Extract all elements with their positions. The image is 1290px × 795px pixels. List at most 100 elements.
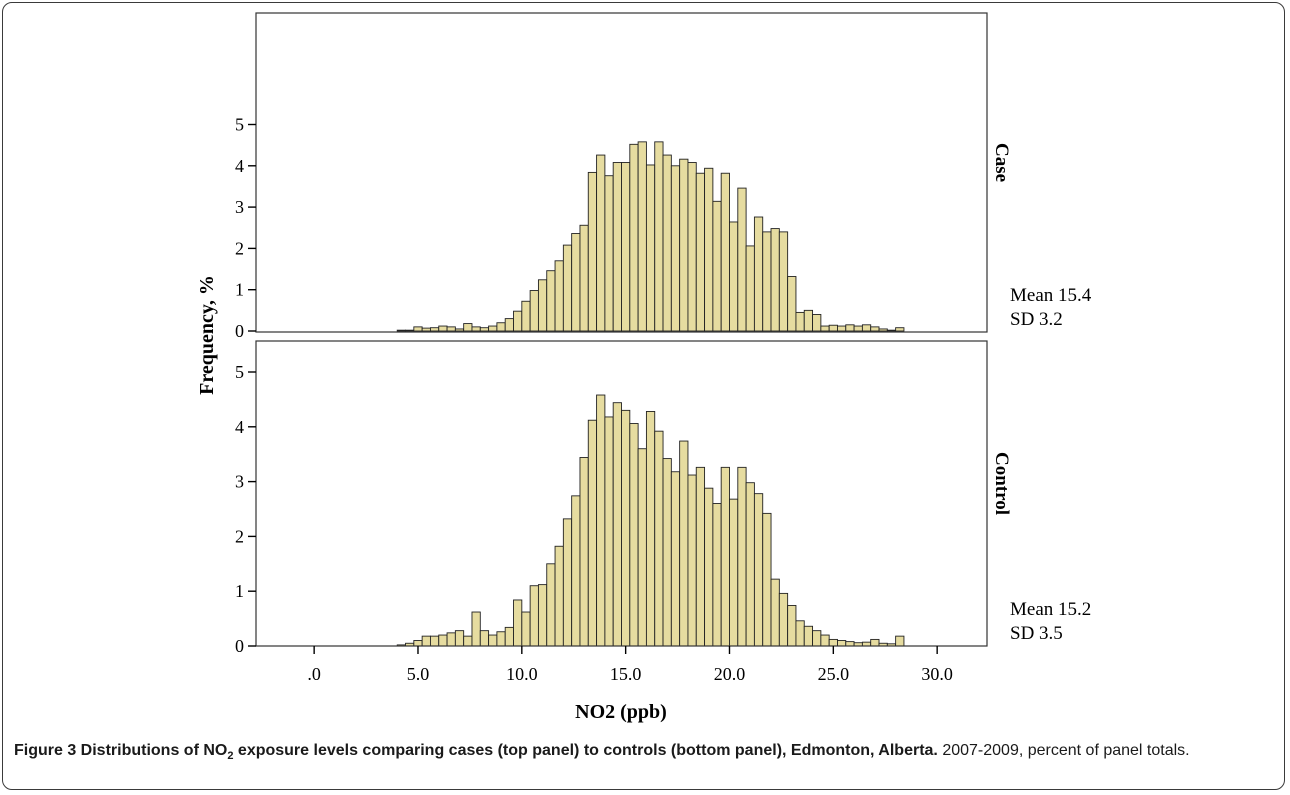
histogram-bar-case [579, 224, 589, 332]
y-tick-label: 5 [235, 115, 244, 135]
histogram-bar-control [521, 611, 531, 647]
histogram-bar-control [828, 638, 838, 647]
histogram-bar-case [878, 328, 888, 332]
histogram-bar-case [895, 327, 905, 332]
bars-layer [396, 141, 905, 647]
histogram-bar-case [621, 162, 631, 332]
histogram-bar-case [488, 325, 498, 332]
histogram-bar-control [870, 638, 880, 647]
caption-normal-text: 2007-2009, percent of panel totals. [937, 742, 1190, 759]
histogram-bar-control [662, 458, 672, 647]
histogram-bar-control [803, 625, 814, 647]
histogram-bar-control [513, 599, 523, 647]
histogram-bar-case [745, 245, 755, 332]
histogram-bar-control [413, 640, 423, 647]
histogram-bar-case [687, 162, 697, 332]
histogram-bar-case [729, 221, 739, 332]
histogram-bar-case [463, 323, 473, 332]
histogram-bar-control [629, 423, 639, 647]
histogram-bar-control [537, 584, 548, 647]
histogram-bar-case [837, 325, 847, 332]
histogram-bar-case [496, 322, 506, 332]
x-tick-label: 30.0 [921, 664, 953, 684]
histogram-bar-case [454, 328, 465, 332]
histogram-bar-control [421, 635, 431, 647]
histogram-bar-case [787, 276, 797, 332]
histogram-bar-control [471, 611, 481, 647]
histogram-bar-control [687, 474, 697, 647]
histogram-bar-case [562, 244, 573, 332]
histogram-bar-case [546, 270, 556, 332]
y-tick-label: 0 [235, 636, 244, 656]
panel-frame-control [255, 340, 988, 647]
histogram-bar-case [695, 172, 706, 332]
y-tick-label: 5 [235, 362, 244, 382]
caption-subscript: 2 [227, 750, 234, 763]
histogram-bar-case [504, 318, 514, 332]
histogram-bar-case [886, 329, 897, 332]
histogram-bar-case [629, 143, 639, 332]
histogram-bar-control [837, 640, 847, 647]
histogram-bar-control [778, 592, 789, 647]
histogram-bar-control [604, 416, 614, 647]
histogram-bar-case [413, 326, 423, 332]
histogram-bar-case [720, 172, 730, 332]
histogram-bar-case [429, 327, 440, 332]
histogram-bar-case [679, 158, 689, 332]
histogram-bar-control [770, 578, 780, 647]
histogram-bar-control [654, 430, 664, 647]
histogram-bar-case [645, 164, 656, 332]
histogram-bar-control [753, 493, 764, 647]
histogram-bar-case [471, 326, 481, 332]
histogram-bar-control [762, 512, 772, 647]
histogram-bar-control [787, 605, 797, 647]
histogram-bar-control [729, 498, 739, 647]
histogram-bar-control [454, 630, 465, 647]
histogram-bar-case [554, 260, 564, 332]
y-tick-label: 3 [235, 197, 244, 217]
y-tick-label: 2 [235, 526, 244, 546]
histogram-bar-case [820, 325, 830, 332]
histogram-bar-case [753, 216, 764, 332]
stats-control-sd: SD 3.5 [1010, 623, 1063, 644]
x-tick-label: 15.0 [610, 664, 642, 684]
caption-bold-suffix: exposure levels comparing cases (top pan… [233, 742, 938, 759]
x-tick-label: 10.0 [506, 664, 538, 684]
caption-bold-prefix: Figure 3 Distributions of NO [14, 742, 228, 759]
histogram-bar-control [479, 630, 490, 647]
histogram-bar-control [596, 394, 606, 647]
stats-case-mean: Mean 15.4 [1010, 285, 1092, 306]
histogram-bar-case [803, 309, 814, 332]
panel-frame-case [255, 12, 988, 333]
histogram-bar-control [637, 448, 647, 647]
histogram-bar-case [596, 154, 606, 332]
histogram-bar-case [762, 231, 772, 332]
histogram-bar-control [621, 409, 631, 647]
histogram-bar-control [612, 402, 622, 647]
histogram-bar-control [463, 635, 473, 647]
y-axis-label: Frequency, % [196, 275, 218, 395]
histogram-bar-control [429, 635, 440, 647]
histogram-bar-case [662, 154, 672, 332]
histogram-bar-control [745, 482, 755, 647]
histogram-bar-case [396, 329, 406, 332]
histogram-bar-case [479, 327, 490, 332]
histogram-bar-control [695, 466, 706, 647]
histogram-bar-control [579, 457, 589, 647]
x-axis-label: NO2 (ppb) [575, 701, 667, 723]
histogram-bar-control [737, 466, 747, 647]
y-tick-label: 0 [235, 321, 244, 341]
x-tick-label: 5.0 [407, 664, 430, 684]
histogram-bar-control [504, 626, 514, 647]
x-tick-label: 25.0 [818, 664, 850, 684]
stats-case-sd: SD 3.2 [1010, 309, 1063, 330]
histogram-bar-control [546, 563, 556, 647]
histogram-bar-case [712, 200, 722, 332]
histogram-bar-control [587, 419, 598, 647]
histogram-bar-control [562, 518, 573, 647]
axes-layer: 0 1 2 3 4 5 Case Mean 15.4 SD 3.2 0 1 2 3 4 5 Control Me… [235, 12, 1092, 684]
histogram-bar-control [488, 634, 498, 647]
facet-label-case: Case [991, 143, 1012, 182]
histogram-bar-case [870, 326, 880, 332]
y-tick-label: 2 [235, 238, 244, 258]
